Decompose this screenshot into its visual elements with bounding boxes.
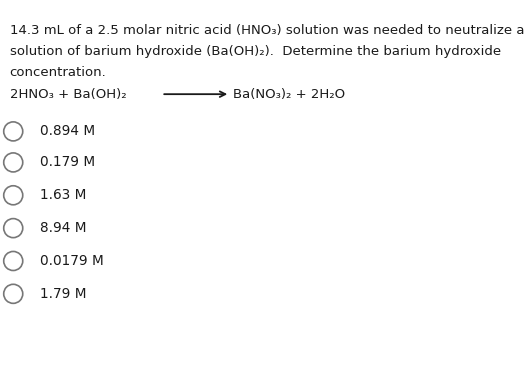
Text: 1.63 M: 1.63 M	[40, 188, 86, 202]
Text: 14.3 mL of a 2.5 molar nitric acid (HNO₃) solution was needed to neutralize a 20: 14.3 mL of a 2.5 molar nitric acid (HNO₃…	[10, 24, 529, 37]
Text: Ba(NO₃)₂ + 2H₂O: Ba(NO₃)₂ + 2H₂O	[233, 88, 345, 101]
Text: 0.0179 M: 0.0179 M	[40, 254, 104, 268]
Text: 2HNO₃ + Ba(OH)₂: 2HNO₃ + Ba(OH)₂	[10, 88, 126, 101]
Text: solution of barium hydroxide (Ba(OH)₂).  Determine the barium hydroxide: solution of barium hydroxide (Ba(OH)₂). …	[10, 45, 500, 58]
Text: 0.179 M: 0.179 M	[40, 155, 95, 169]
Text: 1.79 M: 1.79 M	[40, 287, 86, 301]
Text: 8.94 M: 8.94 M	[40, 221, 86, 235]
Text: 0.894 M: 0.894 M	[40, 124, 95, 138]
Text: concentration.: concentration.	[10, 66, 106, 79]
